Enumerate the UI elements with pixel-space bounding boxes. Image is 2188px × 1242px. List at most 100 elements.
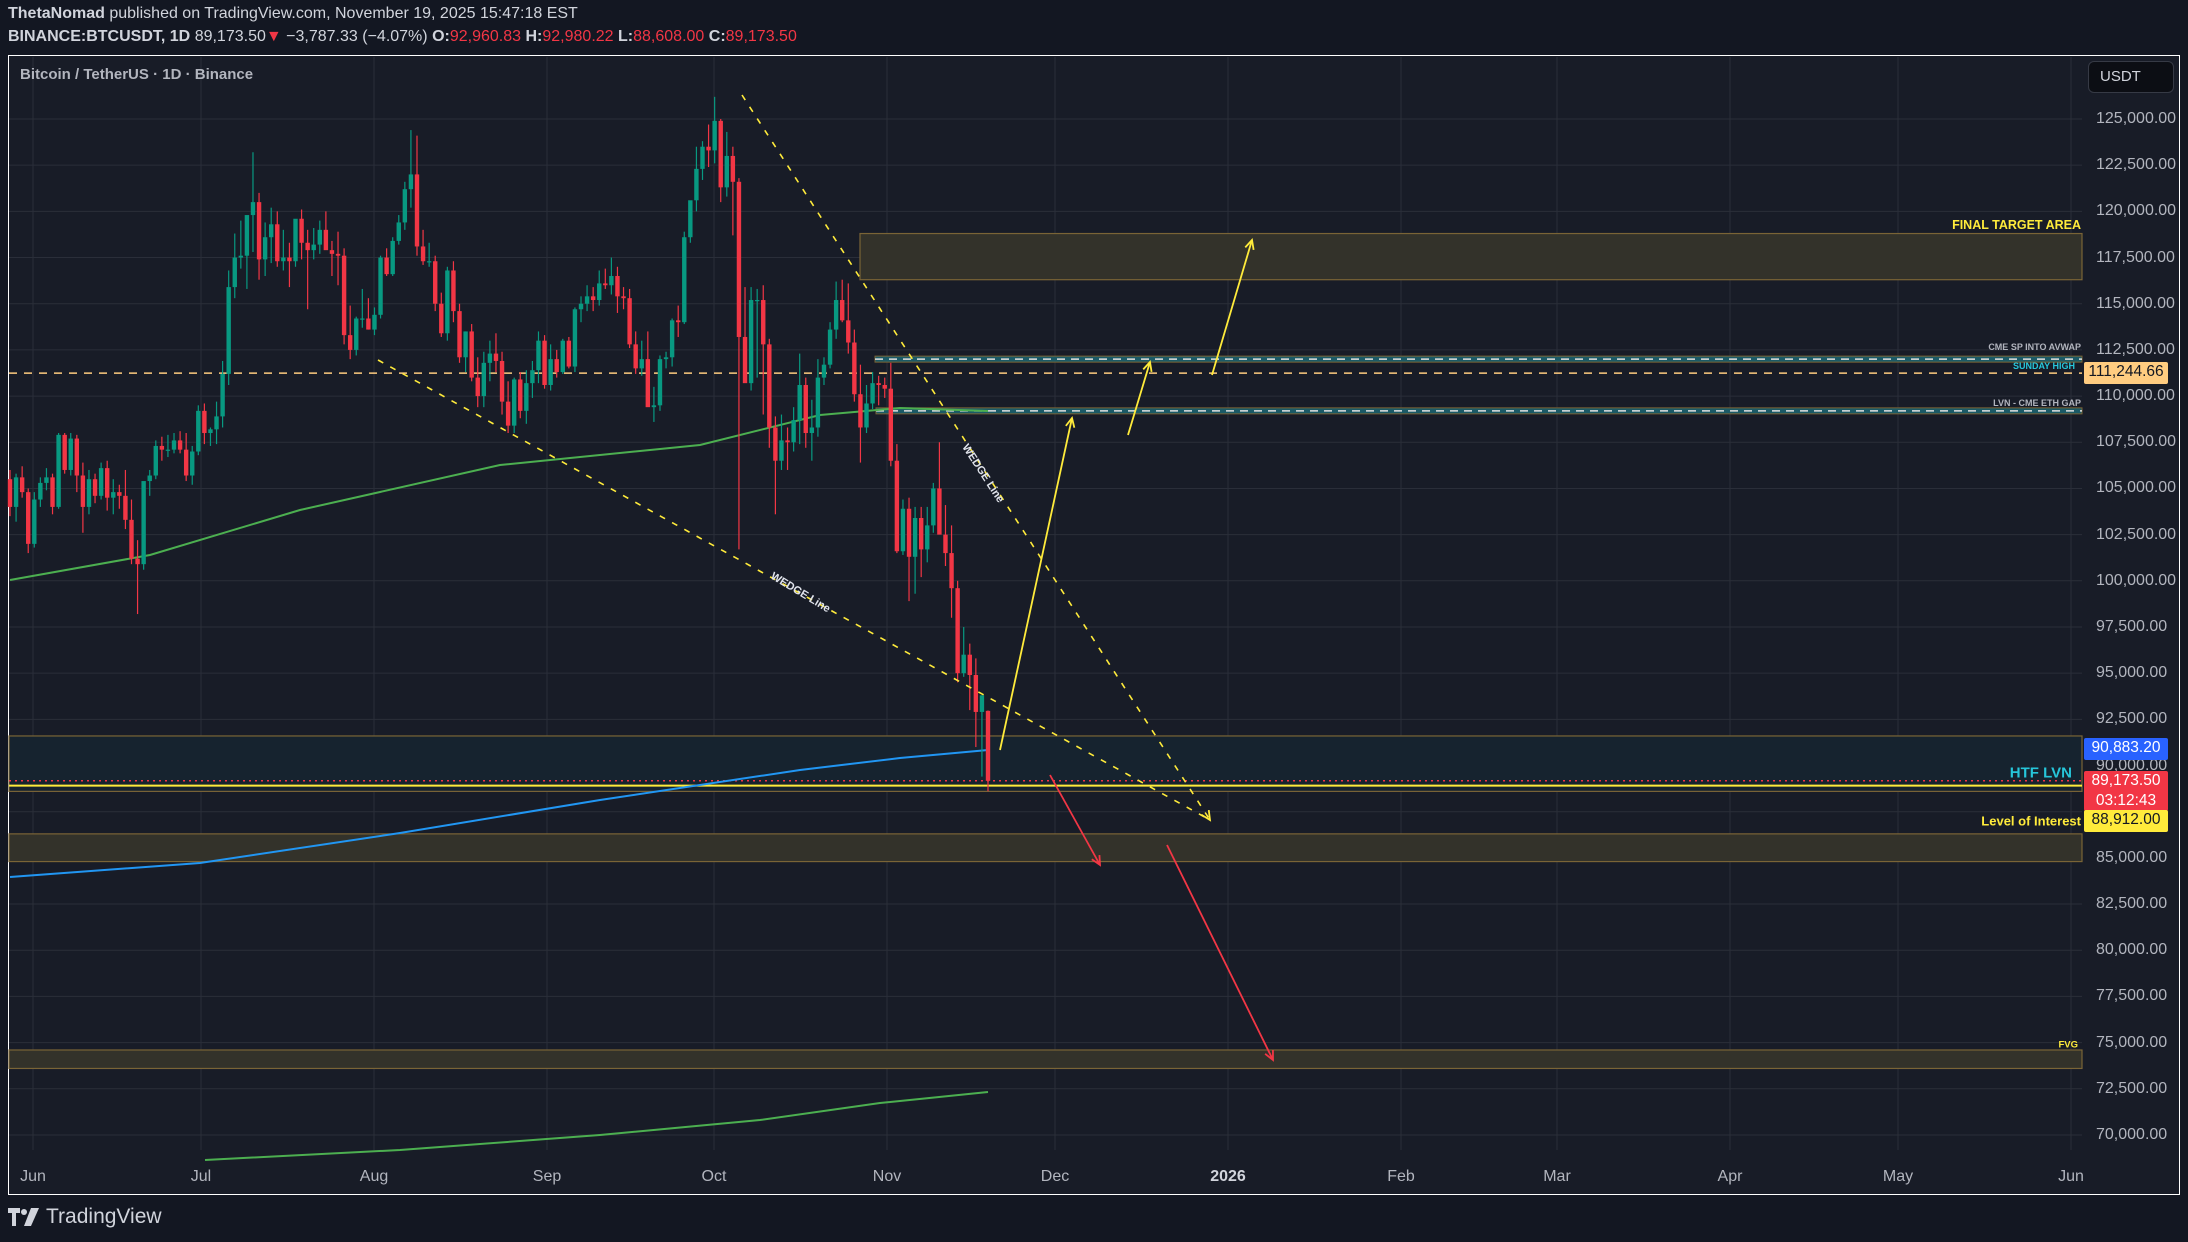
candle-body <box>603 283 608 286</box>
candle-body <box>420 246 426 262</box>
candle-body <box>566 340 572 367</box>
candle-body <box>821 364 827 378</box>
level-of-interest-price-tag: 88,912.00 <box>2084 810 2168 832</box>
candle-body <box>426 261 432 263</box>
candle-body <box>742 336 748 384</box>
candle-body <box>858 394 863 428</box>
candle-body <box>226 287 231 374</box>
candle-body <box>985 710 991 781</box>
candle-body <box>335 253 341 256</box>
candle-body <box>396 222 401 241</box>
candle-body <box>141 481 146 565</box>
candle-body <box>275 224 280 262</box>
candle-body <box>329 250 335 254</box>
candle-body <box>815 377 821 428</box>
candle-body <box>269 224 274 238</box>
candle-body <box>840 300 845 321</box>
candle-body <box>433 261 438 304</box>
candle-body <box>38 482 43 500</box>
candle-body <box>961 654 966 674</box>
candle-body <box>754 300 760 302</box>
price-axis-label: 82,500.00 <box>2096 895 2168 913</box>
candle-body <box>463 331 468 358</box>
candle-body <box>177 440 183 450</box>
candle-body <box>19 477 25 493</box>
candle-body <box>761 300 766 345</box>
candle-body <box>894 460 900 552</box>
high-label: H: <box>525 28 543 45</box>
candle-body <box>80 475 86 507</box>
candle-body <box>518 379 523 411</box>
publish-info: ThetaNomad published on TradingView.com,… <box>8 5 578 23</box>
projection-arrow <box>1127 361 1151 436</box>
overlay-line <box>9 406 989 581</box>
candle-body <box>402 189 408 223</box>
time-axis-label: Sep <box>532 1168 562 1185</box>
candle-body <box>171 440 177 450</box>
author-name[interactable]: ThetaNomad <box>8 5 105 22</box>
candle-body <box>706 146 711 151</box>
candle-body <box>408 174 414 190</box>
candle-body <box>584 296 590 304</box>
price-axis-label: 117,500.00 <box>2096 248 2175 266</box>
candle-body <box>220 373 225 417</box>
currency-button[interactable]: USDT <box>2088 61 2174 93</box>
candle-body <box>943 534 948 554</box>
candle-body <box>98 468 104 496</box>
time-axis-label: Apr <box>1717 1168 1743 1185</box>
candle-body <box>724 155 729 188</box>
candle-body <box>208 429 213 434</box>
candle-body <box>244 215 250 256</box>
low-label: L: <box>618 28 634 45</box>
arrow-head-icon <box>1244 238 1255 251</box>
candle-body <box>92 479 98 496</box>
candle-body <box>554 359 559 373</box>
candle-body <box>633 344 638 369</box>
candle-body <box>50 477 55 507</box>
candle-body <box>597 283 602 301</box>
candle-body <box>900 508 906 552</box>
candle-body <box>469 331 474 378</box>
candle-body <box>32 499 37 544</box>
price-axis-label: 95,000.00 <box>2096 664 2168 682</box>
candle-body <box>511 379 517 426</box>
arrow-head-icon <box>1065 415 1076 428</box>
price-axis-label: 85,000.00 <box>2096 848 2168 866</box>
candle-body <box>536 340 541 371</box>
candle-body <box>439 303 444 334</box>
candle-body <box>390 240 395 275</box>
candle-body <box>281 257 286 262</box>
candle-body <box>147 475 152 482</box>
candle-body <box>572 309 578 367</box>
candle-body <box>918 517 924 550</box>
wedge-line <box>741 94 1211 821</box>
candle-body <box>688 200 693 238</box>
candle-body <box>238 255 244 258</box>
candle-body <box>287 257 292 262</box>
down-triangle-icon: ▼ <box>265 28 282 45</box>
candle-body <box>718 120 723 188</box>
candle-body <box>937 488 942 535</box>
candle-body <box>487 353 493 363</box>
time-axis-label: May <box>1882 1168 1914 1185</box>
candle-body <box>797 384 802 421</box>
price-change: −3,787.33 (−4.07%) <box>286 28 428 45</box>
candle-body <box>773 427 778 461</box>
cme-sp-label: CME SP INTO AVWAP <box>1988 342 2081 352</box>
price-axis-label: 97,500.00 <box>2096 617 2168 635</box>
fvg-zone <box>8 1049 2083 1070</box>
candle-body <box>615 276 620 297</box>
htf-lvn-zone <box>8 735 2083 792</box>
candle-body <box>129 519 134 559</box>
candle-body <box>682 237 687 323</box>
candle-body <box>675 320 681 323</box>
level-of-interest-label: Level of Interest <box>1981 813 2081 829</box>
candle-body <box>931 488 936 526</box>
arrow-head-icon <box>1091 854 1102 867</box>
candle-body <box>694 168 699 201</box>
candle-body <box>645 359 651 408</box>
candle-body <box>481 362 487 397</box>
candle-body <box>578 303 584 310</box>
tradingview-logo[interactable]: TradingView <box>8 1205 162 1229</box>
